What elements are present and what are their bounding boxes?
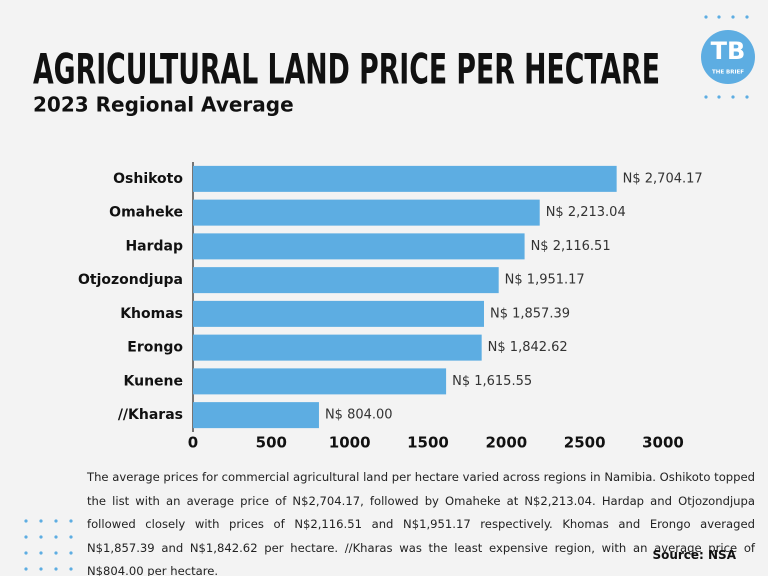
value-label: N$ 2,116.51 xyxy=(531,239,611,254)
bar xyxy=(193,334,482,361)
x-tick-label: 3000 xyxy=(642,434,684,452)
source: Source: NSA xyxy=(652,548,736,562)
x-tick-label: 1000 xyxy=(329,434,371,452)
x-tick-label: 2500 xyxy=(564,434,606,452)
bar xyxy=(193,233,525,260)
x-tick-label: 2000 xyxy=(485,434,527,452)
y-tick-label: Hardap xyxy=(125,238,183,254)
caption: The average prices for commercial agricu… xyxy=(87,470,755,576)
chart-title: AGRICULTURAL LAND PRICE PER HECTARE xyxy=(33,45,660,94)
bar xyxy=(193,402,319,429)
x-tick-label: 1500 xyxy=(407,434,449,452)
x-tick-label: 500 xyxy=(256,434,287,452)
chart-subtitle: 2023 Regional Average xyxy=(33,93,294,117)
logo-initials: TB xyxy=(711,37,746,65)
value-label: N$ 2,213.04 xyxy=(546,205,626,220)
value-label: N$ 1,615.55 xyxy=(452,374,532,389)
y-tick-label: Oshikoto xyxy=(113,171,183,187)
y-tick-label: Erongo xyxy=(127,340,183,356)
bar xyxy=(193,267,499,294)
decor-dots xyxy=(24,15,749,571)
logo-name: THE BRIEF xyxy=(712,70,744,76)
bar xyxy=(193,199,540,226)
x-tick-label: 0 xyxy=(188,434,198,452)
value-label: N$ 1,951.17 xyxy=(505,273,585,288)
y-tick-label: //Kharas xyxy=(118,407,183,423)
value-label: N$ 2,704.17 xyxy=(623,171,703,186)
value-label: N$ 1,842.62 xyxy=(488,340,568,355)
bar xyxy=(193,165,617,192)
y-tick-label: Otjozondjupa xyxy=(78,272,183,288)
logo-circle xyxy=(701,30,755,84)
value-label: N$ 804.00 xyxy=(325,408,393,423)
y-tick-label: Khomas xyxy=(120,306,183,322)
y-tick-label: Kunene xyxy=(124,373,184,389)
bar xyxy=(193,300,484,327)
bar xyxy=(193,368,447,395)
y-tick-label: Omaheke xyxy=(109,205,183,221)
value-label: N$ 1,857.39 xyxy=(490,306,570,321)
